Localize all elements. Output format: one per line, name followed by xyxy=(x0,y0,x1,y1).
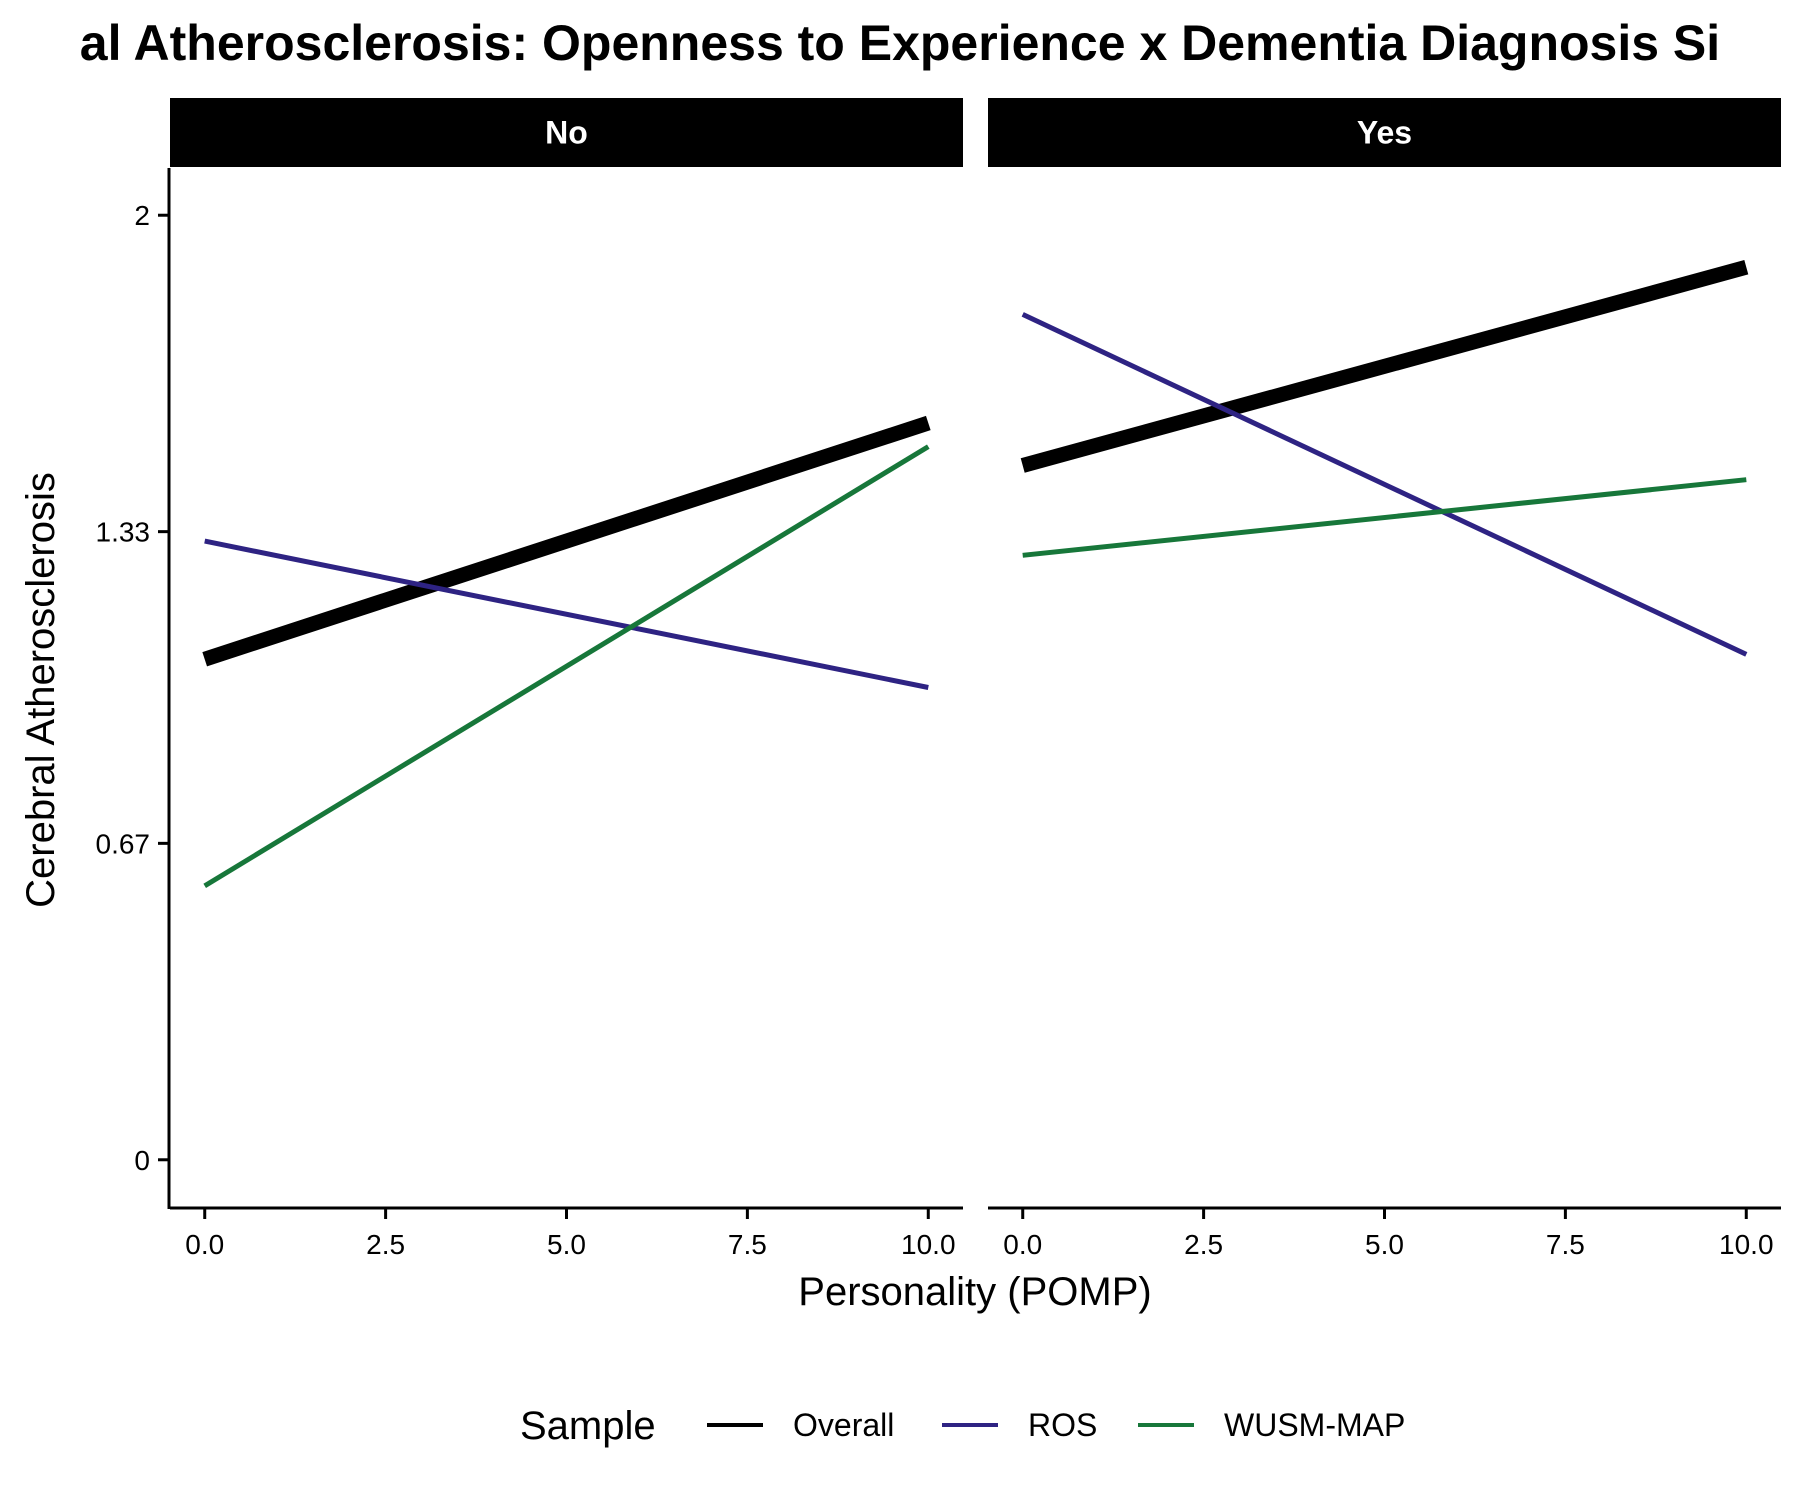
series-line-overall xyxy=(202,415,931,667)
series-line-wusm-map xyxy=(1022,477,1747,558)
y-axis: 0 0.67 1.33 2 xyxy=(96,168,171,1209)
x-tick-label: 10.0 xyxy=(1719,1229,1774,1260)
series-line-wusm-map xyxy=(203,444,930,889)
x-tick-label: 0.0 xyxy=(185,1229,224,1260)
series-line-overall xyxy=(1020,259,1749,473)
y-tick-label: 1.33 xyxy=(96,517,151,548)
legend: Sample Overall ROS WUSM-MAP xyxy=(520,1404,1405,1448)
x-tick-label: 2.5 xyxy=(1184,1229,1223,1260)
y-tick-label: 2 xyxy=(134,200,150,231)
panels: No 0.0 2.5 5.0 7.5 10.0 Yes 0.0 2.5 5.0 7.5 10.0 xyxy=(170,98,1781,1260)
y-tick-label: 0.67 xyxy=(96,828,151,859)
y-tick-label: 0 xyxy=(134,1145,150,1176)
chart-title: al Atherosclerosis: Openness to Experien… xyxy=(80,15,1720,71)
x-tick-label: 2.5 xyxy=(366,1229,405,1260)
x-tick-label: 0.0 xyxy=(1003,1229,1042,1260)
panel-yes: Yes 0.0 2.5 5.0 7.5 10.0 xyxy=(988,98,1781,1260)
series-line-ros xyxy=(204,538,929,690)
x-tick-label: 5.0 xyxy=(1365,1229,1404,1260)
facet-strip xyxy=(170,98,963,167)
x-tick-label: 10.0 xyxy=(901,1229,956,1260)
panel-no: No 0.0 2.5 5.0 7.5 10.0 xyxy=(170,98,963,1260)
legend-label-wusm-map: WUSM-MAP xyxy=(1224,1407,1405,1443)
series-line-ros xyxy=(1021,312,1748,657)
legend-label-ros: ROS xyxy=(1028,1407,1097,1443)
facet-strip xyxy=(988,98,1781,167)
legend-title: Sample xyxy=(520,1404,656,1448)
x-tick-label: 7.5 xyxy=(728,1229,767,1260)
x-axis-title: Personality (POMP) xyxy=(798,1270,1151,1314)
facet-strip-label: No xyxy=(545,115,588,151)
x-tick-label: 7.5 xyxy=(1546,1229,1585,1260)
x-tick-label: 5.0 xyxy=(547,1229,586,1260)
facet-strip-label: Yes xyxy=(1357,115,1412,151)
legend-label-overall: Overall xyxy=(793,1407,894,1443)
y-axis-title: Cerebral Atherosclerosis xyxy=(19,472,63,908)
